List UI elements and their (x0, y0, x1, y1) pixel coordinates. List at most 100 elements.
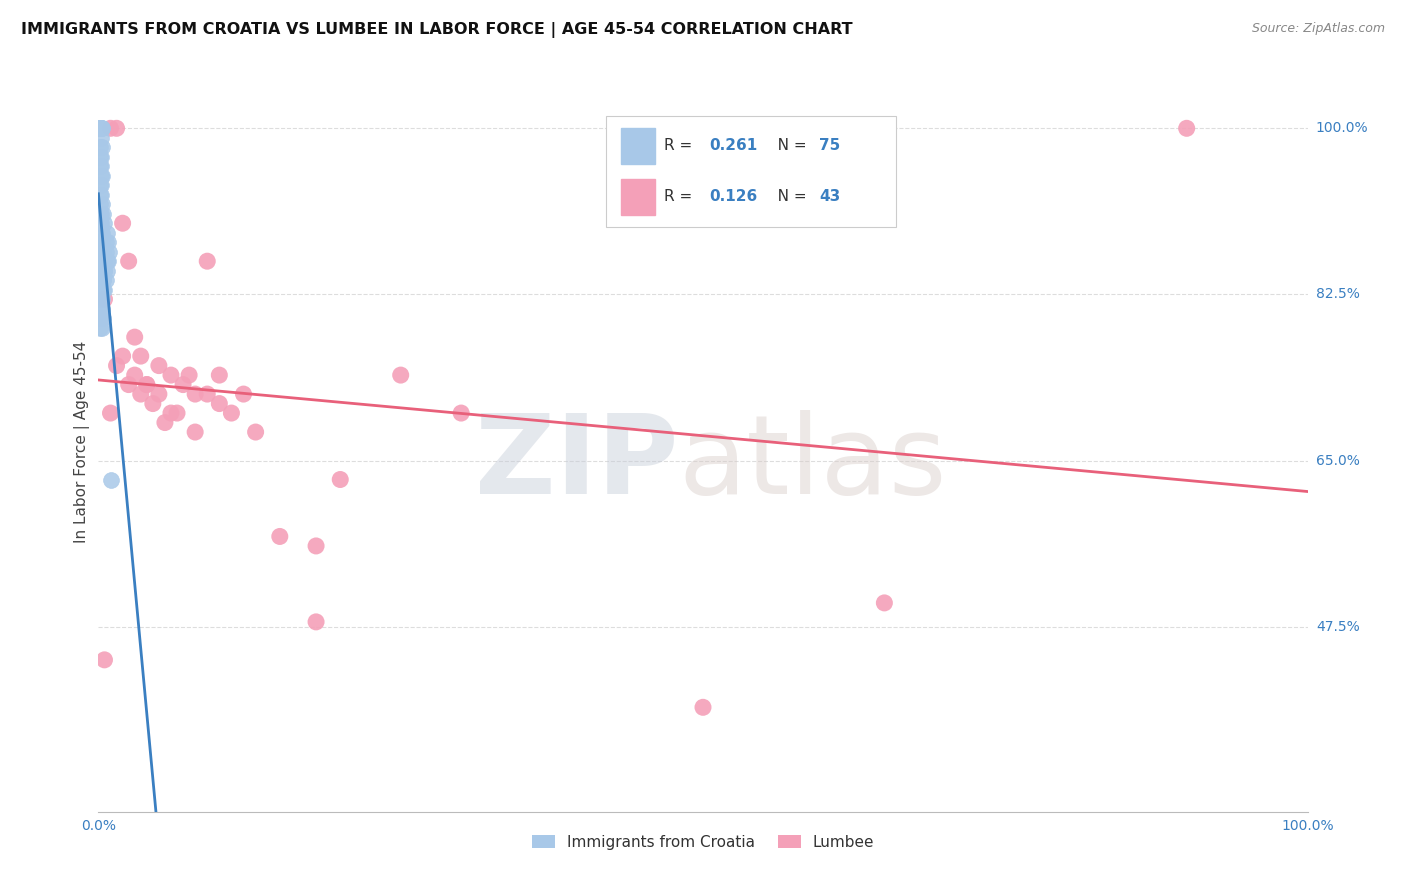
Point (91, 283, 114, 297)
Point (91, 197, 114, 211)
Point (93, 292, 115, 306)
Text: R =: R = (664, 138, 697, 153)
Point (91, 292, 114, 306)
Point (184, 387, 207, 401)
Point (124, 368, 146, 383)
Text: IMMIGRANTS FROM CROATIA VS LUMBEE IN LABOR FORCE | AGE 45-54 CORRELATION CHART: IMMIGRANTS FROM CROATIA VS LUMBEE IN LAB… (21, 22, 852, 38)
Point (89, 121, 111, 136)
Text: 75: 75 (820, 138, 841, 153)
Point (90, 130, 112, 145)
Point (91, 226, 114, 240)
Point (97, 235, 120, 250)
Point (105, 359, 128, 373)
Text: ZIP: ZIP (475, 410, 679, 517)
Legend: Immigrants from Croatia, Lumbee: Immigrants from Croatia, Lumbee (526, 829, 880, 856)
Text: atlas: atlas (679, 410, 948, 517)
Point (91, 311, 114, 326)
Point (172, 377, 194, 392)
Text: R =: R = (664, 189, 697, 204)
Text: Source: ZipAtlas.com: Source: ZipAtlas.com (1251, 22, 1385, 36)
Point (100, 406, 122, 420)
Bar (621, 128, 655, 163)
Point (89, 207, 111, 221)
Point (90, 187, 112, 202)
Point (232, 387, 254, 401)
Point (100, 473, 122, 487)
Point (89, 178, 111, 193)
Point (93, 254, 115, 268)
Point (89, 140, 111, 154)
Point (148, 387, 170, 401)
Point (1175, 121, 1198, 136)
Point (94, 244, 117, 259)
Point (91, 301, 114, 316)
Point (91, 320, 114, 334)
Point (97, 254, 120, 268)
Point (129, 349, 152, 363)
Point (90, 292, 112, 306)
Point (166, 406, 188, 420)
Point (90, 301, 112, 316)
Point (96, 226, 118, 240)
Point (179, 368, 201, 383)
Point (450, 406, 472, 420)
Bar (621, 179, 655, 215)
Point (96, 254, 118, 268)
Point (89, 311, 111, 326)
Point (91, 244, 114, 259)
Point (89, 121, 111, 136)
Point (89, 187, 111, 202)
Point (135, 377, 157, 392)
Point (91, 121, 114, 136)
Point (98, 244, 121, 259)
Point (91, 207, 114, 221)
Point (90, 159, 112, 173)
Point (89, 292, 111, 306)
Point (89, 121, 111, 136)
Point (124, 330, 146, 344)
Point (90, 121, 112, 136)
Text: 47.5%: 47.5% (1316, 620, 1360, 633)
Point (91, 273, 114, 287)
Point (118, 254, 141, 268)
Point (91, 254, 114, 268)
Point (93, 263, 115, 277)
Point (160, 368, 183, 383)
Text: 100.0%: 100.0% (1316, 121, 1368, 136)
Point (94, 235, 117, 250)
Point (89, 244, 111, 259)
Point (93, 216, 115, 230)
Point (111, 216, 134, 230)
Point (89, 254, 111, 268)
Point (90, 207, 112, 221)
Point (91, 273, 114, 287)
Point (89, 320, 111, 334)
Point (89, 121, 111, 136)
Point (221, 406, 243, 420)
Point (111, 349, 134, 363)
Point (90, 169, 112, 183)
Point (91, 169, 114, 183)
Point (329, 473, 352, 487)
Point (93, 263, 115, 277)
Point (118, 377, 141, 392)
Point (208, 368, 231, 383)
Point (89, 216, 111, 230)
Point (245, 425, 267, 439)
Point (91, 244, 114, 259)
Text: N =: N = (763, 189, 811, 204)
Point (90, 254, 112, 268)
Point (90, 121, 112, 136)
Point (94, 273, 117, 287)
Point (129, 387, 152, 401)
Point (195, 387, 218, 401)
Point (142, 396, 165, 410)
Point (89, 273, 111, 287)
Point (91, 263, 114, 277)
Point (269, 529, 291, 543)
Point (195, 254, 218, 268)
Point (89, 121, 111, 136)
Text: 82.5%: 82.5% (1316, 287, 1360, 301)
Point (90, 121, 112, 136)
Point (100, 121, 122, 136)
